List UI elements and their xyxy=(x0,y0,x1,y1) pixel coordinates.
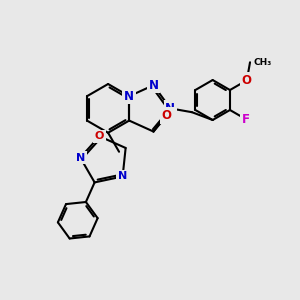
Text: O: O xyxy=(242,74,252,87)
Text: N: N xyxy=(124,90,134,103)
Text: O: O xyxy=(95,131,104,141)
Text: N: N xyxy=(118,172,127,182)
Text: F: F xyxy=(242,112,250,126)
Text: CH₃: CH₃ xyxy=(254,58,272,67)
Text: O: O xyxy=(162,109,172,122)
Text: N: N xyxy=(76,153,85,163)
Text: N: N xyxy=(165,102,175,115)
Text: N: N xyxy=(148,79,158,92)
